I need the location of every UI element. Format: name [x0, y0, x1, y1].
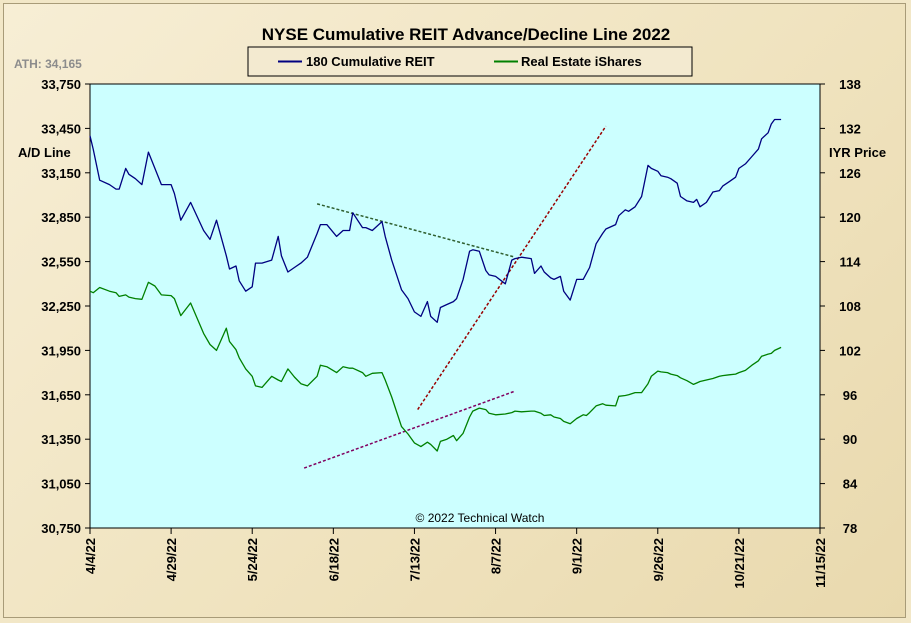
y-right-tick-label: 120: [839, 210, 861, 225]
x-axis: 4/4/22 4/29/22 5/24/22 6/18/22 7/13/22 8/7/22…: [83, 528, 828, 589]
series-lines: [89, 118, 782, 452]
y-left-tick-label: 33,750: [41, 77, 81, 92]
y-right-tick-label: 126: [839, 166, 861, 181]
ath-label: ATH: 34,165: [14, 57, 82, 71]
legend-label-price: Real Estate iShares: [521, 54, 642, 69]
y-right-tick-label: 108: [839, 299, 861, 314]
y-left-tick-label: 31,650: [41, 388, 81, 403]
y-axis-right-label: IYR Price: [829, 145, 886, 160]
x-tick-label: 4/4/22: [83, 538, 98, 574]
y-axis-right: 78 84 90 96 102 108 114 120 126 132 138: [820, 77, 861, 536]
y-left-tick-label: 31,950: [41, 343, 81, 358]
y-left-tick-label: 30,750: [41, 521, 81, 536]
series-line-price: [89, 281, 782, 452]
y-right-tick-label: 90: [843, 432, 857, 447]
legend-label-ad-line: 180 Cumulative REIT: [306, 54, 435, 69]
y-right-tick-label: 102: [839, 343, 861, 358]
y-left-tick-label: 31,350: [41, 432, 81, 447]
x-tick-label: 6/18/22: [326, 538, 341, 581]
trendlines: [303, 125, 607, 469]
y-left-tick-label: 32,850: [41, 210, 81, 225]
x-tick-label: 11/15/22: [813, 538, 828, 588]
legend: 180 Cumulative REIT Real Estate iShares: [247, 46, 693, 77]
x-tick-label: 9/1/22: [570, 538, 585, 574]
trendline: [303, 390, 516, 469]
x-tick-label: 7/13/22: [407, 538, 422, 581]
y-right-tick-label: 114: [840, 255, 862, 270]
y-axis-left: 30,750 31,050 31,350 31,650 31,950 32,250 32,5…: [41, 77, 90, 536]
y-right-tick-label: 96: [843, 388, 857, 403]
legend-box: [247, 46, 693, 77]
series-line-ad: [89, 118, 782, 323]
y-axis-left-label: A/D Line: [18, 145, 71, 160]
copyright-text: © 2022 Technical Watch: [416, 511, 545, 525]
x-tick-label: 4/29/22: [164, 538, 179, 581]
y-left-tick-label: 33,150: [41, 166, 81, 181]
y-left-tick-label: 33,450: [41, 121, 81, 136]
trendline: [316, 203, 516, 258]
y-left-tick-label: 32,250: [41, 299, 81, 314]
x-tick-label: 9/26/22: [651, 538, 666, 581]
y-right-tick-label: 84: [843, 477, 858, 492]
x-tick-label: 10/21/22: [732, 538, 747, 589]
y-right-tick-label: 138: [839, 77, 861, 92]
x-tick-label: 5/24/22: [245, 538, 260, 581]
plot-area: [89, 83, 821, 529]
y-left-tick-label: 31,050: [41, 477, 81, 492]
y-left-tick-label: 32,550: [41, 255, 81, 270]
x-tick-label: 8/7/22: [489, 538, 504, 574]
chart-title: NYSE Cumulative REIT Advance/Decline Lin…: [262, 25, 670, 44]
y-right-tick-label: 78: [843, 521, 857, 536]
trendline: [417, 125, 607, 411]
y-right-tick-label: 132: [839, 121, 861, 136]
